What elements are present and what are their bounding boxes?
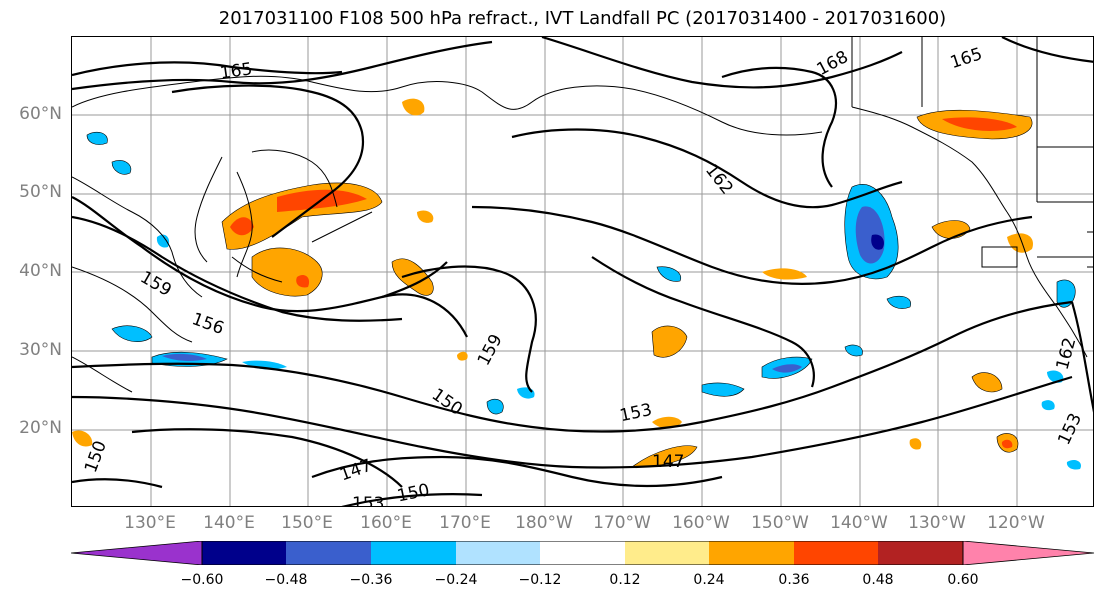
shaded-field [72, 98, 1081, 470]
lon-label-130e: 130°E [124, 513, 176, 533]
cool-patch [886, 295, 911, 309]
cool-core [772, 364, 802, 373]
contour-label: 159 [474, 331, 507, 369]
warm-core [1001, 439, 1013, 449]
contour-label: 153 [352, 494, 384, 507]
lon-label-140e: 140°E [203, 513, 255, 533]
lon-label-150w: 150°W [751, 513, 809, 533]
colorbar-bin [371, 541, 456, 565]
lon-label-180w: 180°W [515, 513, 573, 533]
warm-core [296, 275, 310, 288]
colorbar-tick: −0.24 [434, 572, 478, 588]
contour-label: 162 [1053, 336, 1081, 373]
warm-core [230, 217, 254, 236]
cool-patch [1056, 279, 1076, 308]
warm-patch [72, 430, 93, 447]
cool-patch [1066, 459, 1081, 470]
contour-label: 150 [428, 385, 466, 420]
contour-label: 162 [701, 161, 737, 199]
cool-patch [517, 387, 535, 399]
contour-label: 147 [652, 452, 684, 472]
cool-patch [156, 234, 170, 248]
colorbar-tick: 0.48 [862, 572, 894, 588]
colorbar-tick: 0.60 [947, 572, 979, 588]
warm-patch [651, 325, 688, 358]
warm-patch [457, 351, 468, 361]
warm-patch [762, 268, 807, 280]
colorbar-bin [625, 541, 709, 565]
contour-label: 156 [189, 309, 226, 339]
colorbar-tick: 0.24 [693, 572, 725, 588]
colorbar-bin [794, 541, 878, 565]
contour-label: 165 [219, 59, 254, 83]
colorbar-tick: 0.36 [778, 572, 810, 588]
lon-label-130w: 130°W [908, 513, 966, 533]
warm-patch [631, 445, 698, 468]
cool-patch [844, 344, 863, 357]
colorbar [71, 541, 1095, 565]
lon-label-140w: 140°W [830, 513, 888, 533]
warm-patch [417, 210, 434, 223]
colorbar-bin [202, 541, 286, 565]
warm-patch [1007, 233, 1033, 253]
cool-patch [701, 382, 745, 397]
contour-label: 165 [948, 44, 985, 73]
lat-label-50n: 50°N [19, 182, 62, 202]
contour-label: 168 [814, 47, 852, 80]
cool-patch [1047, 370, 1064, 383]
warm-patch [402, 98, 425, 116]
cool-patch [86, 131, 108, 145]
warm-patch [391, 258, 434, 296]
cool-patch [486, 398, 504, 415]
contour-label: 147 [337, 456, 374, 486]
colorbar-tick: −0.60 [180, 572, 224, 588]
lon-label-160w: 160°W [672, 513, 730, 533]
colorbar-tick: 0.12 [609, 572, 641, 588]
plot-title: 2017031100 F108 500 hPa refract., IVT La… [218, 8, 947, 29]
lat-label-20n: 20°N [19, 418, 62, 438]
map-panel: 165 168 165 162 159 156 159 150 153 147 … [71, 36, 1094, 507]
cool-core [162, 353, 207, 361]
colorbar-tick: −0.36 [349, 572, 393, 588]
contour-label: 150 [395, 480, 431, 506]
graticule [72, 37, 1093, 506]
colorbar-bin [540, 541, 625, 565]
colorbar-bin [456, 541, 540, 565]
cool-patch [1041, 400, 1055, 411]
warm-patch [971, 372, 1003, 393]
lon-label-120w: 120°W [987, 513, 1045, 533]
coastlines [72, 37, 1093, 393]
colorbar-bin [286, 541, 371, 565]
cool-patch [111, 160, 132, 175]
cool-patch [111, 325, 153, 342]
cool-patch [656, 266, 682, 282]
cool-core [871, 234, 884, 250]
contour-label: 153 [1054, 410, 1086, 448]
contour-lines [72, 37, 1093, 506]
warm-patch [909, 438, 922, 450]
colorbar-tick: −0.12 [518, 572, 562, 588]
map-canvas: 165 168 165 162 159 156 159 150 153 147 … [72, 37, 1093, 507]
colorbar-tick: −0.48 [264, 572, 308, 588]
warm-patch [652, 416, 682, 429]
lon-label-150e: 150°E [281, 513, 333, 533]
cool-patch [242, 360, 287, 370]
colorbar-bin [878, 541, 963, 565]
lon-label-160e: 160°E [360, 513, 412, 533]
lat-label-30n: 30°N [19, 340, 62, 360]
colorbar-extend-high [962, 541, 1095, 565]
warm-core [942, 117, 1017, 131]
lat-label-60n: 60°N [19, 104, 62, 124]
colorbar-bin [709, 541, 794, 565]
lon-label-170w: 170°W [593, 513, 651, 533]
lat-label-40n: 40°N [19, 261, 62, 281]
lon-label-170e: 170°E [439, 513, 491, 533]
colorbar-extend-low [71, 541, 203, 565]
warm-patch [251, 247, 323, 297]
